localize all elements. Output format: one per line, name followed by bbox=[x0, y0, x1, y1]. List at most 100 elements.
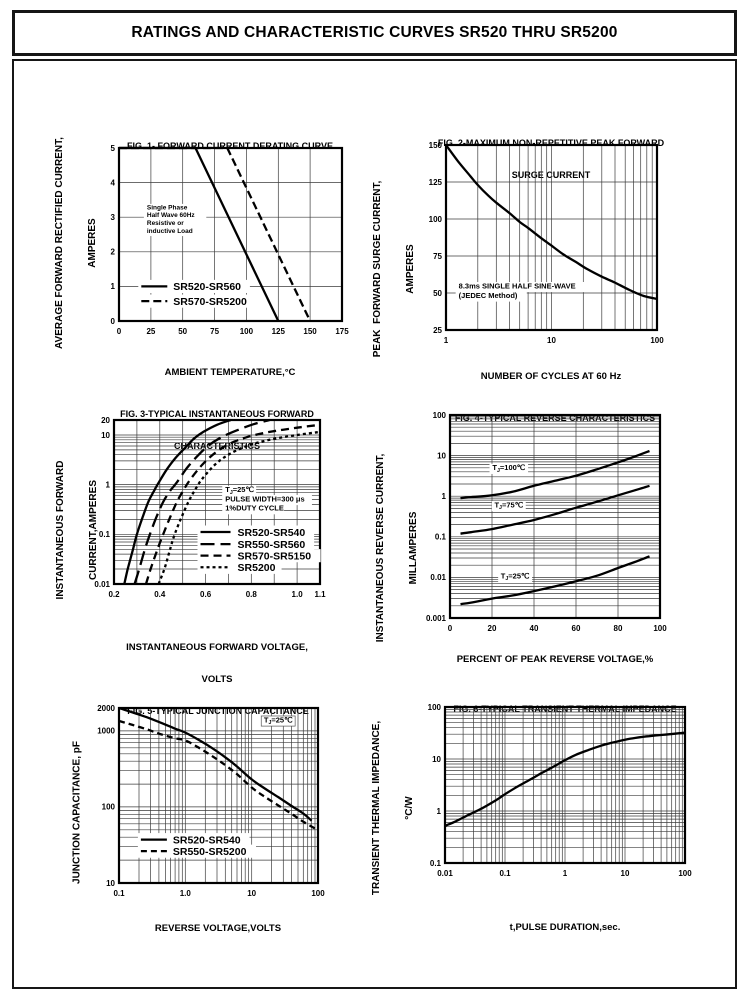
fig3-y-label-line1: INSTANTANEOUS FORWARD bbox=[55, 460, 66, 600]
svg-text:1: 1 bbox=[444, 336, 449, 345]
fig5-x-axis-label: REVERSE VOLTAGE,VOLTS bbox=[68, 903, 368, 956]
fig4-x-axis-label: PERCENT OF PEAK REVERSE VOLTAGE,% bbox=[405, 634, 705, 687]
svg-text:2000: 2000 bbox=[97, 704, 115, 713]
svg-text:0: 0 bbox=[111, 317, 116, 326]
svg-text:4: 4 bbox=[111, 178, 116, 187]
svg-text:0.6: 0.6 bbox=[200, 590, 212, 599]
svg-text:0.01: 0.01 bbox=[430, 573, 446, 582]
svg-text:5: 5 bbox=[111, 144, 116, 153]
svg-text:60: 60 bbox=[572, 624, 581, 633]
svg-text:1%DUTY CYCLE: 1%DUTY CYCLE bbox=[225, 504, 284, 513]
svg-text:2: 2 bbox=[111, 248, 116, 257]
svg-text:150: 150 bbox=[429, 141, 443, 150]
svg-text:75: 75 bbox=[433, 252, 442, 261]
svg-text:100: 100 bbox=[428, 703, 442, 712]
fig1-x-label-line1: AMBIENT TEMPERATURE,°C bbox=[164, 367, 296, 378]
fig1-chart: 0 25 50 75 100 125 150 175 0 1 2 3 4 5 SR520-SR560 SR57… bbox=[111, 144, 350, 336]
svg-text:125: 125 bbox=[272, 327, 286, 336]
svg-text:100: 100 bbox=[650, 336, 664, 345]
fig3-chart: 0.2 0.4 0.6 0.8 1.0 1.1 20 10 1 0.1 0.01 SR520-SR54… bbox=[94, 416, 326, 599]
fig1-title: FIG. 1- FORWARD CURRENT DERATING CURVE bbox=[80, 120, 380, 173]
svg-text:TJ=25℃: TJ=25℃ bbox=[225, 485, 254, 496]
svg-text:SR520-SR540: SR520-SR540 bbox=[173, 834, 241, 846]
svg-text:100: 100 bbox=[102, 803, 116, 812]
svg-text:0.01: 0.01 bbox=[437, 869, 453, 878]
svg-text:SR550-SR560: SR550-SR560 bbox=[238, 539, 306, 551]
svg-text:1.0: 1.0 bbox=[180, 889, 192, 898]
svg-text:100: 100 bbox=[429, 215, 443, 224]
fig2-y-label-line1: PEAK FORWARD SURGE CURRENT, bbox=[372, 180, 383, 358]
svg-text:175: 175 bbox=[335, 327, 349, 336]
svg-text:125: 125 bbox=[429, 178, 443, 187]
svg-text:0.01: 0.01 bbox=[94, 580, 110, 589]
svg-text:TJ=75℃: TJ=75℃ bbox=[494, 500, 523, 511]
fig1-y-label-line1: AVERAGE FORWARD RECTIFIED CURRENT, bbox=[54, 137, 65, 349]
svg-text:0.8: 0.8 bbox=[246, 590, 258, 599]
svg-text:10: 10 bbox=[101, 431, 110, 440]
fig2-title-line2: SURGE CURRENT bbox=[511, 169, 591, 180]
svg-text:10: 10 bbox=[247, 889, 256, 898]
fig3-x-label-line2: VOLTS bbox=[201, 673, 233, 685]
svg-text:0.1: 0.1 bbox=[99, 530, 111, 539]
fig4-x-label-line1: PERCENT OF PEAK REVERSE VOLTAGE,% bbox=[456, 654, 654, 665]
fig6-y-label-line1: TRANSIENT THERMAL IMPEDANCE, bbox=[371, 720, 382, 896]
fig2-x-axis-label: NUMBER OF CYCLES AT 60 Hz bbox=[401, 351, 701, 404]
fig3-title-line2: CHARACTERISTICS bbox=[173, 440, 260, 451]
svg-text:1: 1 bbox=[111, 282, 116, 291]
svg-text:Single Phase: Single Phase bbox=[147, 204, 188, 211]
content-box bbox=[12, 59, 737, 989]
fig5-chart: 0.1 1.0 10 100 2000 1000 100 10 SR520-SR540SR550… bbox=[97, 704, 325, 898]
fig6-x-label-line1: t,PULSE DURATION,sec. bbox=[509, 922, 621, 933]
svg-text:10: 10 bbox=[432, 755, 441, 764]
fig2-x-label-line1: NUMBER OF CYCLES AT 60 Hz bbox=[480, 371, 622, 382]
fig4-title-line: FIG. 4-TYPICAL REVERSE CHARACTERISTICS bbox=[454, 413, 656, 423]
svg-text:8.3ms SINGLE HALF SINE-WAVE: 8.3ms SINGLE HALF SINE-WAVE bbox=[459, 281, 576, 290]
svg-text:SR5200: SR5200 bbox=[238, 562, 276, 574]
svg-text:PULSE WIDTH=300 μs: PULSE WIDTH=300 μs bbox=[225, 494, 304, 503]
svg-text:TJ=25℃: TJ=25℃ bbox=[264, 715, 293, 726]
fig6-x-axis-label: t,PULSE DURATION,sec. bbox=[415, 902, 715, 955]
svg-text:50: 50 bbox=[178, 327, 187, 336]
svg-text:0.1: 0.1 bbox=[499, 869, 511, 878]
svg-text:100: 100 bbox=[678, 869, 692, 878]
fig1-x-axis-label: AMBIENT TEMPERATURE,°C bbox=[80, 347, 380, 400]
svg-text:0.2: 0.2 bbox=[108, 590, 120, 599]
svg-text:0.4: 0.4 bbox=[154, 590, 166, 599]
svg-text:SR570-SR5200: SR570-SR5200 bbox=[173, 296, 247, 308]
svg-text:20: 20 bbox=[488, 624, 497, 633]
svg-text:1: 1 bbox=[106, 480, 111, 489]
fig2-title-line1: FIG. 2-MAXIMUM NON-REPETITIVE PEAK FORWA… bbox=[437, 138, 665, 148]
fig6-title: FIG. 6-TYPICAL TRANSIENT THERMAL IMPEDAN… bbox=[415, 683, 715, 736]
title-box: RATINGS AND CHARACTERISTIC CURVES SR520 … bbox=[12, 10, 737, 56]
svg-text:0: 0 bbox=[117, 327, 122, 336]
svg-text:100: 100 bbox=[433, 411, 447, 420]
fig2-chart: 1 10 100 25 50 75 100 125 150 8.3ms SINGLE HALF S… bbox=[429, 141, 665, 345]
svg-text:50: 50 bbox=[433, 289, 442, 298]
svg-text:100: 100 bbox=[240, 327, 254, 336]
svg-text:25: 25 bbox=[146, 327, 155, 336]
fig3-title-line1: FIG. 3-TYPICAL INSTANTANEOUS FORWARD bbox=[120, 409, 314, 419]
svg-text:SR520-SR560: SR520-SR560 bbox=[173, 281, 241, 293]
svg-text:SR520-SR540: SR520-SR540 bbox=[238, 527, 306, 539]
svg-text:80: 80 bbox=[614, 624, 623, 633]
svg-text:Half Wave 60Hz: Half Wave 60Hz bbox=[147, 212, 196, 219]
svg-text:TJ=100℃: TJ=100℃ bbox=[492, 463, 525, 474]
svg-text:(JEDEC Method): (JEDEC Method) bbox=[459, 291, 518, 300]
svg-text:SR570-SR5150: SR570-SR5150 bbox=[238, 550, 312, 562]
svg-text:10: 10 bbox=[547, 336, 556, 345]
svg-text:150: 150 bbox=[303, 327, 317, 336]
svg-text:20: 20 bbox=[101, 416, 110, 425]
svg-text:0.1: 0.1 bbox=[430, 859, 442, 868]
svg-text:0.1: 0.1 bbox=[435, 533, 447, 542]
svg-text:3: 3 bbox=[111, 213, 116, 222]
svg-text:40: 40 bbox=[530, 624, 539, 633]
fig3-x-label-line1: INSTANTANEOUS FORWARD VOLTAGE, bbox=[126, 642, 308, 653]
svg-text:1: 1 bbox=[563, 869, 568, 878]
svg-text:10: 10 bbox=[106, 879, 115, 888]
svg-text:0.1: 0.1 bbox=[113, 889, 125, 898]
fig3-title: FIG. 3-TYPICAL INSTANTANEOUS FORWARD CHA… bbox=[67, 388, 367, 472]
svg-text:10: 10 bbox=[437, 451, 446, 460]
svg-text:inductive Load: inductive Load bbox=[147, 228, 193, 235]
